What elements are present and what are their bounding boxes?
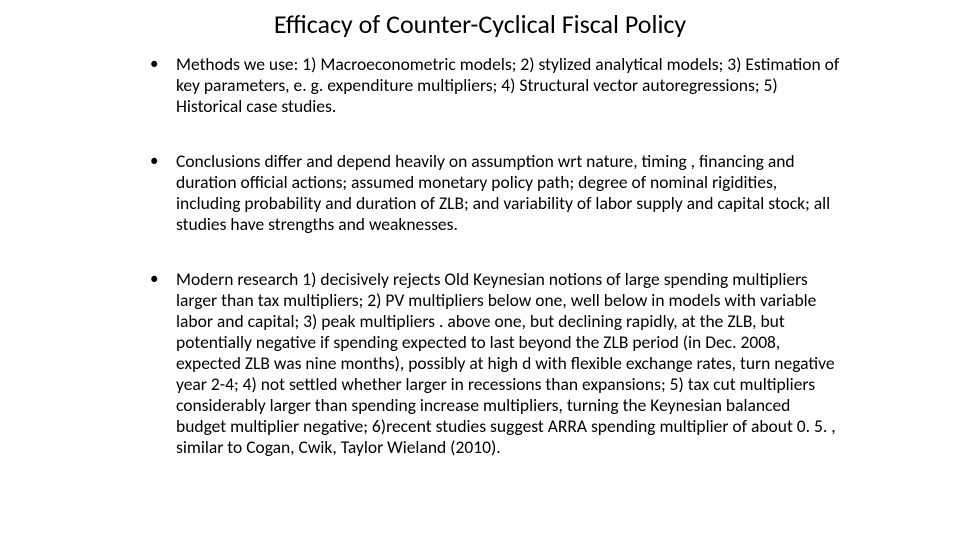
bullet-item: Conclusions differ and depend heavily on… — [140, 151, 840, 235]
slide: Efficacy of Counter-Cyclical Fiscal Poli… — [0, 0, 960, 540]
slide-title: Efficacy of Counter-Cyclical Fiscal Poli… — [0, 8, 960, 40]
bullet-list: Methods we use: 1) Macroeconometric mode… — [140, 54, 840, 458]
bullet-item: Modern research 1) decisively rejects Ol… — [140, 269, 840, 458]
bullet-item: Methods we use: 1) Macroeconometric mode… — [140, 54, 840, 117]
slide-content: Methods we use: 1) Macroeconometric mode… — [0, 54, 960, 458]
